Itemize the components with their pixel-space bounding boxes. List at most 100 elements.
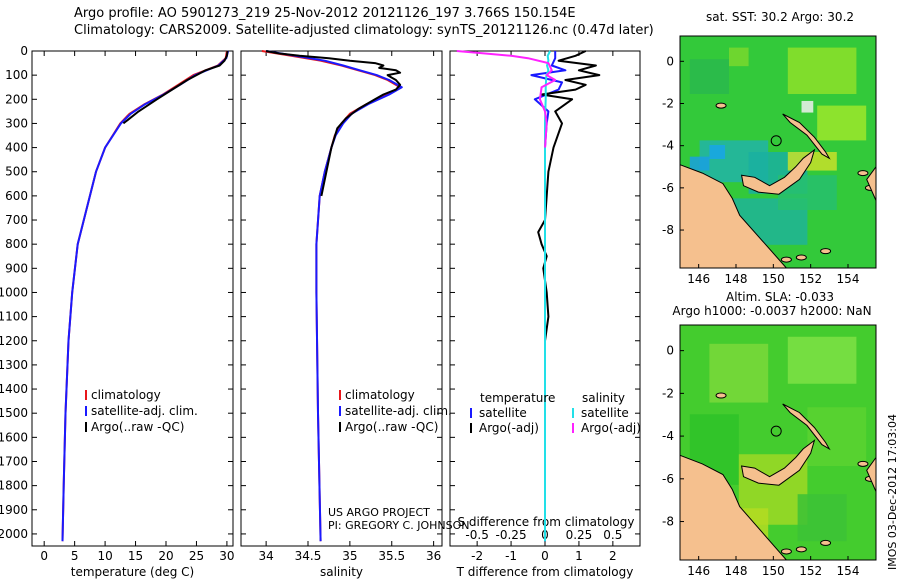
temperature-xtick-label: 15 — [128, 549, 143, 563]
sst_map-land-island — [857, 170, 869, 177]
sst_map-land-island — [780, 256, 792, 263]
difference-xtick-label: 2 — [609, 549, 617, 563]
sst_map-xtick-label: 150 — [762, 272, 785, 286]
difference-top-tick-label: 0.5 — [603, 528, 622, 542]
difference-panel: -2 -1 0 1 2 T difference from climatology -0.5… — [449, 50, 641, 579]
sst_map-ytick-label: -4 — [662, 139, 674, 153]
sla_map-ytick-label: 0 — [666, 344, 674, 358]
salinity-xtick-label: 34.5 — [295, 549, 322, 563]
sst_map-xtick-label: 148 — [725, 272, 748, 286]
sla_map-ytick-label: -8 — [662, 515, 674, 529]
sla_map-patch — [787, 336, 857, 384]
temperature-series-line — [61, 50, 230, 542]
temperature-ytick-label: 1800 — [0, 479, 28, 493]
sla_map-ytick-label: -2 — [662, 386, 674, 400]
temperature-ytick-label: 1600 — [0, 430, 28, 444]
sla_map-frame — [679, 324, 877, 561]
difference-xtick-label: -2 — [471, 549, 483, 563]
difference-legend-label: satellite — [581, 406, 629, 420]
sst_map-ytick-label: -2 — [662, 96, 674, 110]
sst_map-patch — [801, 100, 814, 113]
credit-line2: PI: GREGORY C. JOHNSON — [328, 519, 469, 532]
temperature-xlabel: temperature (deg C) — [71, 565, 194, 579]
difference-xtick-label: 0 — [541, 549, 549, 563]
sst_map-patch — [689, 59, 729, 94]
difference-series-line — [530, 51, 567, 542]
temperature-ytick-label: 100 — [5, 68, 28, 82]
sla_map-patch — [797, 494, 847, 542]
sst-map-panel: 146 148 150 152 154 0 -2 -4 -6 -8 sat. SST: 30.2 A… — [662, 10, 877, 286]
temperature-ytick-label: 700 — [5, 213, 28, 227]
sst_map-land-newbritain — [740, 148, 816, 195]
difference-legend-header: temperature — [480, 391, 555, 405]
temperature-ytick-label: 1700 — [0, 454, 28, 468]
temperature-ytick-label: 800 — [5, 237, 28, 251]
temperature-xtick-label: 10 — [97, 549, 112, 563]
sst_map-ytick-label: 0 — [666, 54, 674, 68]
temperature-xtick-label: 30 — [219, 549, 234, 563]
salinity-xtick-label: 34 — [258, 549, 273, 563]
sla_map-land-newbritain — [740, 439, 816, 486]
sla_map-land-newireland — [782, 403, 831, 451]
temperature-series-line — [122, 50, 229, 125]
sla-map-panel: 146 148 150 152 154 0 -2 -4 -6 -8 Altim. SLA: -0.0… — [662, 290, 877, 578]
sst_map-xtick-label: 154 — [837, 272, 860, 286]
temperature-xtick-label: 20 — [158, 549, 173, 563]
timestamp-label: IMOS 03-Dec-2012 17:03:04 — [886, 414, 899, 570]
sla_map-xtick-label: 150 — [762, 564, 785, 578]
difference-series-line — [537, 50, 601, 341]
sla_map-ytick-label: -6 — [662, 472, 674, 486]
sla_map-xtick-label: 146 — [687, 564, 710, 578]
sst_map-xtick-label: 146 — [687, 272, 710, 286]
salinity-legend-label: Argo(..raw -QC) — [345, 420, 438, 434]
temperature-legend-label: climatology — [91, 388, 161, 402]
temperature-ytick-label: 1200 — [0, 334, 28, 348]
sla_map-land-island — [857, 460, 869, 467]
sst_map-argo-marker — [770, 135, 782, 147]
temperature-legend-label: Argo(..raw -QC) — [91, 420, 184, 434]
sst_map-title: sat. SST: 30.2 Argo: 30.2 — [706, 10, 854, 24]
sla_map-land-island — [795, 546, 807, 553]
sla_map-xtick-label: 152 — [799, 564, 822, 578]
difference-top-tick-label: -0.25 — [496, 528, 527, 542]
temperature-xtick-label: 25 — [189, 549, 204, 563]
sst_map-patch — [709, 145, 726, 159]
temperature-ytick-label: 500 — [5, 165, 28, 179]
temperature-ytick-label: 300 — [5, 116, 28, 130]
sla_map-subtitle: Argo h1000: -0.0037 h2000: NaN — [672, 304, 871, 318]
salinity-series-line — [265, 50, 403, 542]
sla_map-land-island — [820, 539, 832, 546]
sst_map-patch — [729, 47, 749, 67]
temperature-xtick-label: 5 — [71, 549, 79, 563]
temperature-ytick-label: 1000 — [0, 285, 28, 299]
figure-title-line1: Argo profile: AO 5901273_219 25-Nov-2012… — [74, 6, 576, 21]
temperature-ytick-label: 600 — [5, 189, 28, 203]
sst_map-patch — [787, 47, 857, 94]
difference-series-line — [456, 50, 557, 148]
sst_map-land-newireland — [782, 113, 831, 160]
sla_map-xtick-label: 154 — [837, 564, 860, 578]
difference-legend-label: Argo(-adj) — [479, 421, 539, 435]
temperature-xtick-label: 0 — [40, 549, 48, 563]
salinity-xtick-label: 35.5 — [378, 549, 405, 563]
temperature-ytick-label: 400 — [5, 141, 28, 155]
difference-series-line — [544, 50, 551, 542]
temperature-series-line — [61, 50, 228, 542]
sla_map-land-island — [715, 392, 727, 399]
temperature-ytick-label: 900 — [5, 261, 28, 275]
temperature-ytick-label: 1100 — [0, 310, 28, 324]
difference-xtick-label: -1 — [505, 549, 517, 563]
sst_map-ytick-label: -8 — [662, 223, 674, 237]
sst_map-xtick-label: 152 — [799, 272, 822, 286]
sst_map-patch — [689, 156, 710, 171]
salinity-xtick-label: 35 — [342, 549, 357, 563]
credit-line1: US ARGO PROJECT — [328, 506, 430, 519]
sla_map-ytick-label: -4 — [662, 429, 674, 443]
difference-legend-label: Argo(-adj) — [581, 421, 641, 435]
salinity-series-line — [261, 50, 402, 542]
sst_map-ytick-label: -6 — [662, 181, 674, 195]
sla_map-xtick-label: 148 — [725, 564, 748, 578]
temperature-ytick-label: 0 — [20, 44, 28, 58]
difference-top-tick-label: -0.5 — [465, 528, 488, 542]
temperature-ytick-label: 2000 — [0, 527, 28, 541]
